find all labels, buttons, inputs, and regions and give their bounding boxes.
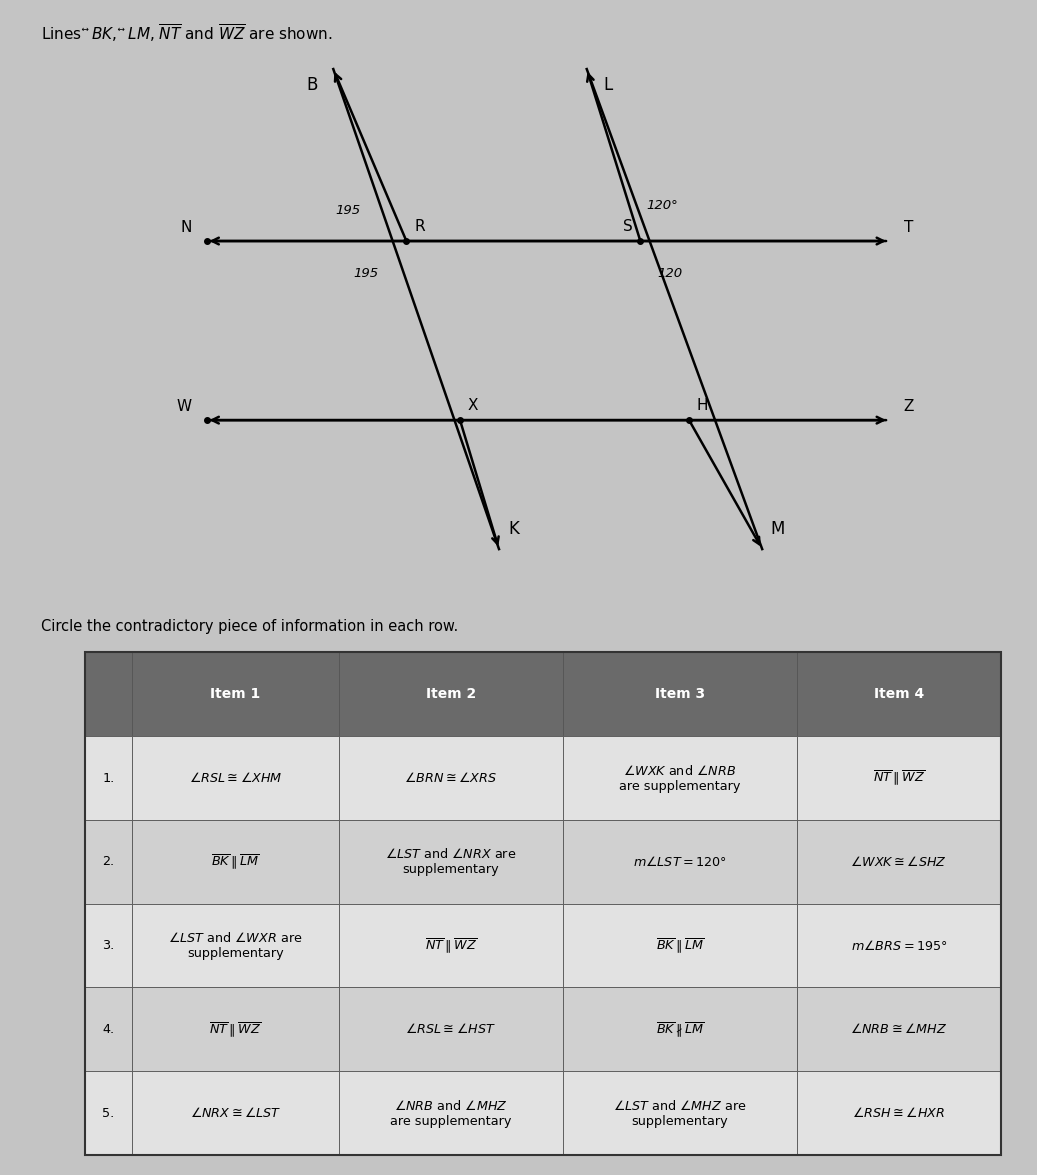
Bar <box>133 987 338 1072</box>
Text: R: R <box>414 219 425 234</box>
Text: T: T <box>903 220 913 235</box>
Text: 2.: 2. <box>103 855 115 868</box>
Bar <box>133 1072 338 1155</box>
Bar <box>796 820 1001 904</box>
Text: $\angle LST$ and $\angle MHZ$ are
supplementary: $\angle LST$ and $\angle MHZ$ are supple… <box>613 1099 747 1128</box>
Text: $m\angle LST = 120°$: $m\angle LST = 120°$ <box>633 855 727 868</box>
Bar <box>133 820 338 904</box>
Bar <box>563 737 796 820</box>
Bar <box>796 904 1001 987</box>
Text: $\angle WXK$ and $\angle NRB$
are supplementary: $\angle WXK$ and $\angle NRB$ are supple… <box>619 764 740 793</box>
Text: $\angle RSL \cong \angle XHM$: $\angle RSL \cong \angle XHM$ <box>189 771 282 785</box>
Text: 195: 195 <box>335 203 361 217</box>
Bar <box>563 652 796 737</box>
Text: $\overline{NT} \parallel \overline{WZ}$: $\overline{NT} \parallel \overline{WZ}$ <box>873 768 925 787</box>
Text: $\angle NRB \cong \angle MHZ$: $\angle NRB \cong \angle MHZ$ <box>850 1022 948 1036</box>
Text: M: M <box>770 521 784 538</box>
Bar <box>796 1072 1001 1155</box>
Text: $\angle NRB$ and $\angle MHZ$
are supplementary: $\angle NRB$ and $\angle MHZ$ are supple… <box>390 1099 511 1128</box>
Text: $\overline{BK} \nparallel \overline{LM}$: $\overline{BK} \nparallel \overline{LM}$ <box>655 1020 704 1039</box>
Text: B: B <box>306 76 317 94</box>
Text: $\angle RSL \cong \angle HST$: $\angle RSL \cong \angle HST$ <box>405 1022 497 1036</box>
Text: W: W <box>177 400 192 415</box>
Text: K: K <box>509 521 520 538</box>
Bar <box>133 737 338 820</box>
Bar <box>85 1072 133 1155</box>
Bar <box>338 904 563 987</box>
Bar <box>338 737 563 820</box>
Text: S: S <box>623 219 633 234</box>
Bar <box>563 987 796 1072</box>
Bar <box>338 820 563 904</box>
Text: $\overline{BK} \parallel \overline{LM}$: $\overline{BK} \parallel \overline{LM}$ <box>212 852 259 871</box>
Bar <box>563 904 796 987</box>
Text: $\angle RSH \cong \angle HXR$: $\angle RSH \cong \angle HXR$ <box>852 1106 946 1120</box>
Bar <box>85 904 133 987</box>
Bar <box>338 652 563 737</box>
Text: 3.: 3. <box>103 939 115 952</box>
Bar <box>85 820 133 904</box>
Bar <box>85 652 133 737</box>
Text: H: H <box>697 398 708 412</box>
Text: $\angle LST$ and $\angle NRX$ are
supplementary: $\angle LST$ and $\angle NRX$ are supple… <box>385 847 516 877</box>
Text: 120°: 120° <box>646 199 677 212</box>
Text: X: X <box>468 398 478 412</box>
Text: $\overline{BK} \parallel \overline{LM}$: $\overline{BK} \parallel \overline{LM}$ <box>655 936 704 955</box>
Bar <box>563 1072 796 1155</box>
Bar <box>85 737 133 820</box>
Bar <box>338 1072 563 1155</box>
Text: $\overline{NT} \parallel \overline{WZ}$: $\overline{NT} \parallel \overline{WZ}$ <box>425 936 477 955</box>
Text: $\angle BRN \cong \angle XRS$: $\angle BRN \cong \angle XRS$ <box>404 771 498 785</box>
Text: L: L <box>604 76 613 94</box>
Text: $\overline{NT} \parallel \overline{WZ}$: $\overline{NT} \parallel \overline{WZ}$ <box>209 1020 261 1039</box>
Bar <box>133 904 338 987</box>
Text: Lines $\overleftrightarrow{BK}$, $\overleftrightarrow{LM}$, $\overline{NT}$ and : Lines $\overleftrightarrow{BK}$, $\overl… <box>40 22 333 45</box>
Bar <box>796 987 1001 1072</box>
Bar <box>85 987 133 1072</box>
Text: $\angle WXK \cong \angle SHZ$: $\angle WXK \cong \angle SHZ$ <box>850 855 947 868</box>
Bar <box>133 652 338 737</box>
Text: 1.: 1. <box>103 772 115 785</box>
Bar <box>796 737 1001 820</box>
Text: $\angle LST$ and $\angle WXR$ are
supplementary: $\angle LST$ and $\angle WXR$ are supple… <box>168 931 303 960</box>
Bar <box>563 820 796 904</box>
Text: Circle the contradictory piece of information in each row.: Circle the contradictory piece of inform… <box>40 619 458 634</box>
Text: 4.: 4. <box>103 1022 115 1036</box>
Text: N: N <box>180 220 192 235</box>
Text: Item 2: Item 2 <box>425 687 476 701</box>
Text: 120: 120 <box>657 267 682 280</box>
Text: Item 1: Item 1 <box>211 687 260 701</box>
Text: $\angle NRX \cong \angle LST$: $\angle NRX \cong \angle LST$ <box>190 1106 281 1120</box>
Text: Item 4: Item 4 <box>874 687 924 701</box>
Text: Z: Z <box>903 400 914 415</box>
Text: 5.: 5. <box>103 1107 115 1120</box>
Text: $m\angle BRS = 195°$: $m\angle BRS = 195°$ <box>850 939 947 953</box>
Text: Item 3: Item 3 <box>654 687 705 701</box>
Bar <box>796 652 1001 737</box>
Text: 195: 195 <box>353 267 379 280</box>
Bar <box>338 987 563 1072</box>
